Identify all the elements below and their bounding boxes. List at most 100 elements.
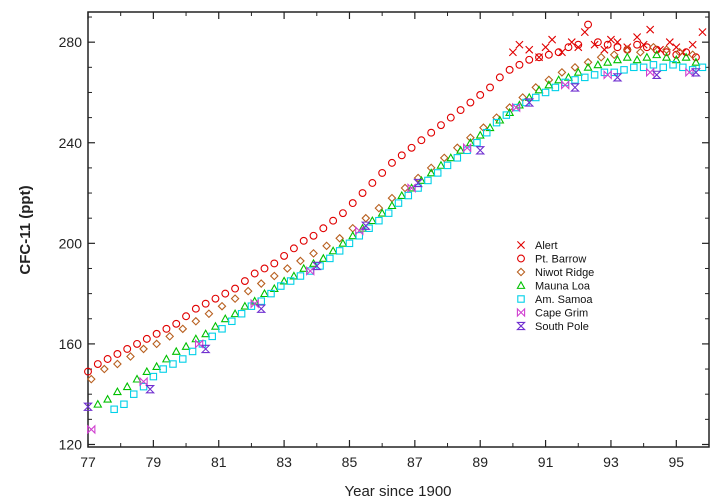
- y-axis-title: CFC-11 (ppt): [17, 185, 34, 274]
- data-point: [139, 382, 148, 391]
- data-point: [525, 55, 534, 64]
- legend-label: Cape Grim: [535, 308, 588, 320]
- data-point: [361, 213, 371, 223]
- data-point: [133, 339, 141, 348]
- series-pt-barrow: [84, 20, 700, 376]
- data-point: [571, 76, 579, 84]
- data-point: [152, 339, 162, 349]
- data-point: [583, 62, 593, 71]
- x-tick-label: 81: [211, 454, 227, 470]
- data-point: [612, 55, 623, 64]
- legend-label: Am. Samoa: [535, 294, 593, 306]
- data-point: [201, 329, 211, 338]
- data-point: [564, 43, 573, 52]
- data-point: [130, 390, 138, 398]
- data-point: [240, 277, 249, 285]
- data-point: [311, 261, 322, 271]
- data-point: [404, 191, 413, 200]
- data-point: [633, 40, 642, 49]
- data-point: [296, 256, 305, 266]
- data-point: [165, 331, 175, 341]
- data-point: [524, 98, 535, 107]
- data-point: [649, 61, 658, 69]
- data-point: [194, 338, 204, 349]
- data-point: [532, 93, 540, 102]
- y-tick-label: 160: [59, 336, 83, 352]
- data-point: [688, 50, 698, 60]
- data-point: [554, 48, 563, 57]
- data-point: [639, 63, 648, 72]
- data-point: [296, 272, 305, 280]
- data-point: [397, 151, 406, 160]
- legend-marker: [516, 280, 526, 289]
- x-axis: 77 79 81 83 85 87 89 91 93 95: [80, 12, 684, 470]
- data-point: [649, 42, 658, 52]
- data-point: [554, 75, 564, 84]
- data-point: [355, 225, 364, 236]
- data-point: [162, 324, 171, 333]
- data-point: [113, 350, 122, 358]
- data-point: [377, 208, 387, 217]
- legend-label: Mauna Loa: [535, 281, 591, 293]
- data-point: [659, 63, 667, 72]
- data-point: [652, 50, 662, 59]
- data-point: [508, 48, 517, 57]
- data-point: [201, 299, 210, 308]
- data-point: [609, 50, 619, 60]
- data-point: [466, 133, 475, 143]
- data-point: [240, 301, 250, 310]
- y-tick-label: 120: [59, 436, 83, 452]
- data-point: [551, 83, 560, 92]
- data-point: [309, 231, 318, 240]
- data-point: [243, 286, 253, 296]
- data-point: [690, 68, 701, 77]
- data-point: [456, 145, 466, 154]
- data-point: [259, 288, 270, 298]
- data-point: [191, 316, 201, 326]
- data-point: [230, 294, 240, 304]
- legend-label: Pt. Barrow: [535, 254, 586, 266]
- data-point: [573, 67, 583, 76]
- data-point: [375, 216, 383, 225]
- data-point: [191, 304, 200, 313]
- data-point: [374, 203, 384, 213]
- data-point: [544, 50, 553, 59]
- legend-marker: [516, 321, 526, 331]
- data-point: [476, 91, 485, 99]
- data-point: [355, 232, 364, 240]
- data-point: [407, 183, 417, 192]
- legend-box: [507, 236, 619, 336]
- data-point: [452, 143, 462, 153]
- y-tick-label: 240: [59, 135, 83, 151]
- data-point: [208, 332, 216, 341]
- data-point: [437, 121, 445, 130]
- legend-label: Alert: [535, 240, 558, 252]
- data-point: [633, 33, 642, 42]
- data-point: [250, 298, 259, 309]
- data-point: [171, 346, 181, 355]
- data-point: [299, 236, 308, 245]
- data-point: [436, 160, 446, 169]
- data-point: [446, 113, 455, 122]
- data-point: [319, 224, 328, 233]
- data-point: [561, 79, 570, 90]
- data-point: [534, 85, 544, 94]
- data-point: [541, 88, 550, 97]
- data-point: [368, 179, 377, 187]
- data-point: [338, 238, 348, 247]
- data-point: [632, 55, 642, 64]
- data-point: [502, 111, 511, 119]
- data-point: [282, 264, 292, 273]
- data-point: [612, 73, 623, 82]
- legend-marker: [517, 254, 525, 263]
- data-series: [83, 20, 707, 435]
- data-point: [482, 128, 491, 137]
- data-point: [475, 146, 486, 155]
- y-tick-label: 200: [59, 235, 83, 251]
- data-point: [416, 175, 426, 184]
- data-point: [220, 314, 230, 323]
- data-point: [142, 334, 151, 343]
- data-point: [103, 355, 112, 363]
